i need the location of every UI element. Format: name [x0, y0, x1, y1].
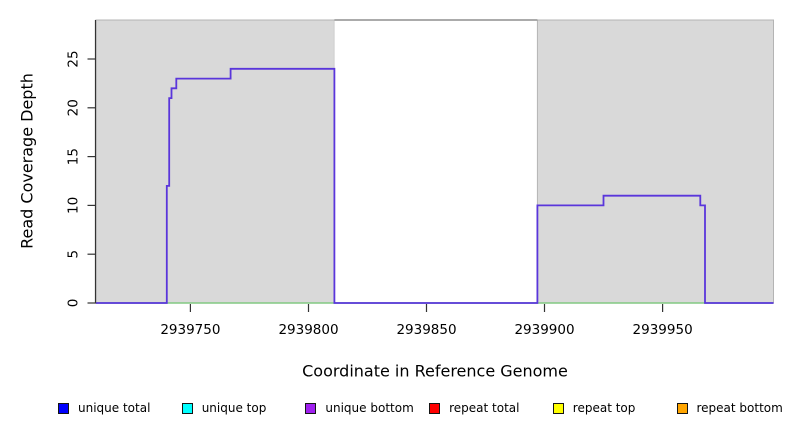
x-tick-label: 2939800 [278, 322, 338, 338]
series-unique-bottom-coverage [96, 67, 774, 304]
y-tick-label: 25 [66, 50, 82, 67]
y-tick-label: 15 [66, 148, 82, 165]
x-tick-label: 2939750 [160, 322, 220, 338]
unique-region-left [95, 19, 335, 304]
y-tick-label: 20 [66, 99, 82, 116]
x-tick-label: 2939950 [633, 322, 693, 338]
unique-region-right [536, 19, 775, 304]
x-tick-label: 2939900 [514, 322, 574, 338]
x-axis-title: Coordinate in Reference Genome [302, 361, 568, 381]
y-tick-label: 0 [66, 299, 82, 308]
y-axis-title: Read Coverage Depth [17, 73, 37, 249]
x-tick-label: 2939850 [396, 322, 456, 338]
y-tick-label: 5 [66, 250, 82, 259]
repeat-region-middle [334, 20, 538, 303]
y-tick-label: 10 [66, 197, 82, 214]
